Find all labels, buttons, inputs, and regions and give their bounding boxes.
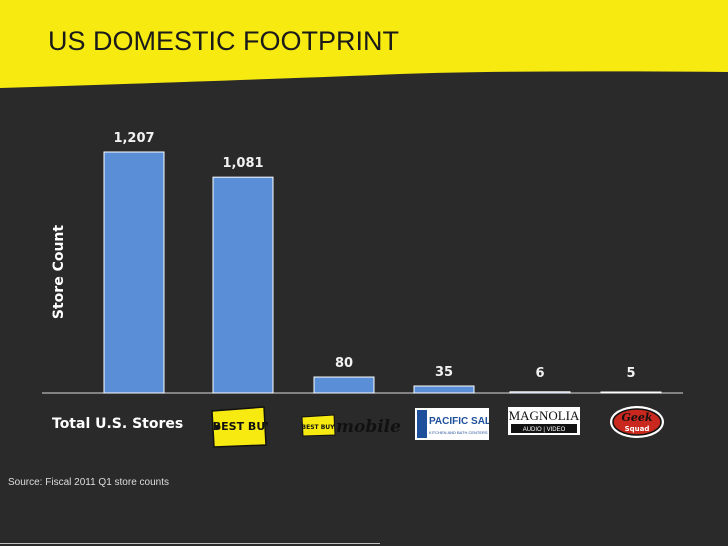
value-label-magnolia-audio-video: 6 — [535, 366, 544, 381]
bar-best-buy-stores — [212, 176, 274, 394]
squad-logo-text: Squad — [625, 425, 650, 433]
magnolia-logo-subtext: AUDIO | VIDEO — [523, 427, 566, 433]
source-note: Source: Fiscal 2011 Q1 store counts — [8, 477, 170, 488]
slide-title: US DOMESTIC FOOTPRINT — [48, 26, 399, 56]
value-label-total-us-stores: 1,207 — [113, 131, 154, 146]
header-background — [0, 0, 728, 88]
bar-geek-squad — [600, 391, 662, 394]
geek-logo-inner — [612, 408, 662, 436]
value-label-pacific-sales: 35 — [435, 365, 453, 380]
bar-best-buy-mobile — [313, 376, 375, 394]
mobile-tag-shape — [301, 414, 336, 437]
header-banner — [0, 0, 728, 88]
magnolia-logo-text: MAGNOLIA — [509, 408, 580, 423]
bar-magnolia-audio-video — [509, 391, 571, 394]
best-buy-logo: BEST BUY — [211, 406, 268, 448]
pacific-logo-text: PACIFIC SALES — [429, 416, 489, 427]
y-axis-label: Store Count — [51, 225, 67, 319]
geek-squad-logo: Geek Squad — [610, 406, 664, 438]
bars-group: 1,207 1,081 80 35 6 5 — [103, 131, 662, 394]
pacific-logo-mark — [417, 410, 427, 438]
pacific-sales-logo: PACIFIC SALES KITCHEN AND BATH CENTERS — [415, 408, 489, 440]
value-label-best-buy-mobile: 80 — [335, 356, 353, 371]
value-label-best-buy-stores: 1,081 — [222, 156, 263, 171]
geek-logo-text: Geek — [621, 411, 652, 424]
footer-divider — [0, 543, 380, 544]
magnolia-logo-band — [511, 424, 577, 433]
bar-total-us-stores — [103, 151, 165, 394]
bar-pacific-sales — [413, 385, 475, 394]
best-buy-tag-shape — [211, 406, 267, 448]
mobile-logo-text: mobile — [336, 417, 400, 437]
magnolia-logo: MAGNOLIA AUDIO | VIDEO — [508, 407, 580, 435]
pacific-logo-bg — [415, 408, 489, 440]
value-label-geek-squad: 5 — [626, 366, 635, 381]
category-axis-label: Total U.S. Stores — [52, 416, 184, 432]
best-buy-mobile-logo: BEST BUY mobile — [301, 414, 400, 437]
best-buy-tag-hole — [215, 424, 221, 430]
best-buy-logo-text: BEST BUY — [213, 420, 268, 433]
mobile-tag-text: BEST BUY — [302, 424, 336, 431]
pacific-logo-subtext: KITCHEN AND BATH CENTERS — [429, 430, 488, 435]
